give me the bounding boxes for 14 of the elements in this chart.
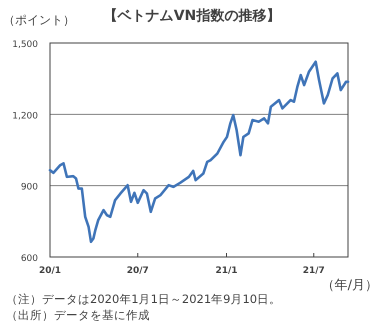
x-tick-label: 21/1: [215, 266, 238, 276]
x-axis-title: （年/月）: [322, 278, 378, 293]
y-tick-label: 1,500: [12, 40, 38, 50]
x-tick-label: 21/7: [302, 266, 325, 276]
x-tick-label: 20/1: [38, 266, 62, 276]
x-tick-label: 20/7: [126, 266, 149, 276]
y-tick-label: 600: [20, 254, 38, 264]
y-tick-label: 1,200: [12, 111, 38, 122]
line-series: [48, 60, 350, 244]
chart-title: 【ベトナムVN指数の推移】: [104, 8, 280, 24]
text: （注）データは2020年1月1日～2021年9月10日。: [6, 292, 282, 306]
text: （出所）データを基に作成: [6, 308, 150, 322]
y-axis-title: （ポイント）: [3, 13, 75, 27]
y-tick-label: 900: [20, 182, 38, 193]
